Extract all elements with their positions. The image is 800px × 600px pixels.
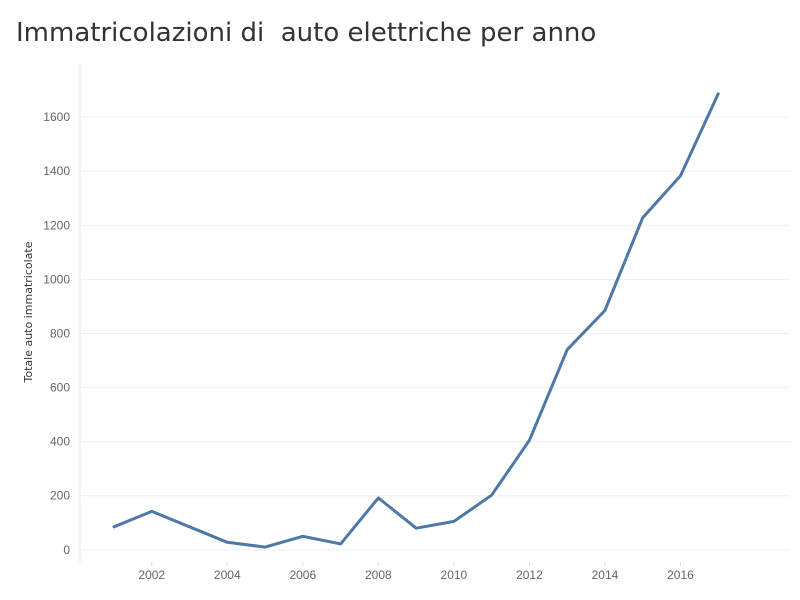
- x-tick-label: 2002: [138, 568, 165, 582]
- x-tick-label: 2016: [667, 568, 694, 582]
- x-tick-label: 2008: [365, 568, 392, 582]
- series-line: [112, 92, 720, 549]
- x-tick-label: 2012: [516, 568, 543, 582]
- x-tick-label: 2014: [592, 568, 619, 582]
- y-tick-label: 1200: [43, 218, 70, 232]
- y-tick-label: 200: [50, 489, 70, 503]
- y-tick-label: 1600: [43, 110, 70, 124]
- y-tick-label: 800: [50, 326, 70, 340]
- series-layer: [112, 92, 720, 549]
- y-tick-label: 1400: [43, 164, 70, 178]
- x-axis-ticks: 2002 2004 2006 2008 2010 2012 2014 2016: [138, 562, 694, 582]
- x-tick-label: 2010: [441, 568, 468, 582]
- y-tick-label: 1000: [43, 272, 70, 286]
- x-tick-label: 2006: [289, 568, 316, 582]
- y-tick-label: 0: [63, 543, 70, 557]
- y-tick-label: 600: [50, 381, 70, 395]
- x-tick-label: 2004: [214, 568, 241, 582]
- y-tick-label: 400: [50, 435, 70, 449]
- chart-title: Immatricolazioni di auto elettriche per …: [16, 18, 597, 48]
- y-axis-label: Totale auto immatricolate: [22, 241, 35, 383]
- y-axis-ticks: 0 200 400 600 800 1000 1200 1400 1600: [43, 110, 70, 557]
- grid-layer: [79, 63, 790, 562]
